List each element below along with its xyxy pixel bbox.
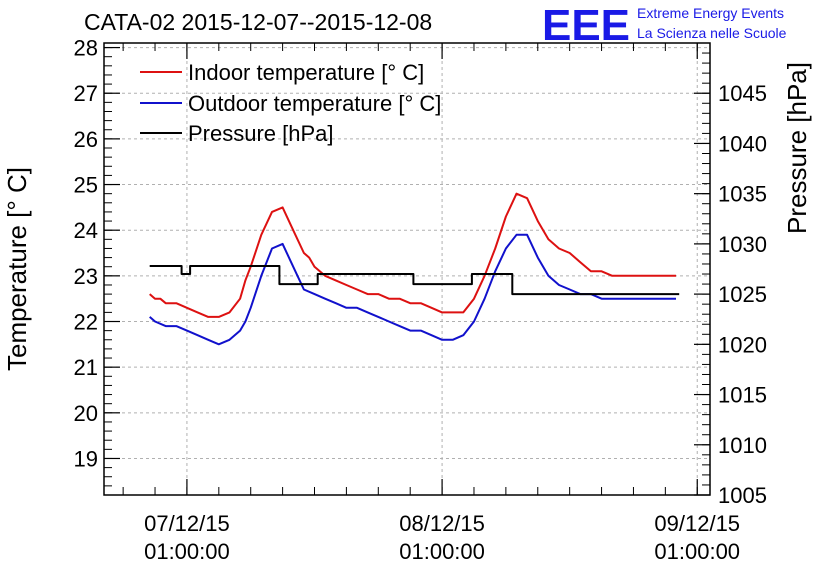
y-axis-label: Temperature [° C] xyxy=(2,167,32,371)
chart-title: CATA-02 2015-12-07--2015-12-08 xyxy=(84,9,432,35)
y2-tick-label: 1040 xyxy=(718,131,767,156)
logo-line2: La Scienza nelle Scuole xyxy=(637,25,787,41)
y-tick-label: 28 xyxy=(74,36,98,61)
pressure-line xyxy=(149,265,680,296)
x-tick-label-time: 01:00:00 xyxy=(654,539,740,564)
logo-line1: Extreme Energy Events xyxy=(637,5,784,21)
y2-tick-label: 1025 xyxy=(718,282,767,307)
series-lines xyxy=(149,192,680,346)
y-tick-label: 21 xyxy=(74,355,98,380)
y-tick-label: 25 xyxy=(74,173,98,198)
outdoor-temperature-line xyxy=(149,233,676,346)
x-tick-label-date: 07/12/15 xyxy=(144,511,230,536)
y2-tick-label: 1015 xyxy=(718,383,767,408)
x-tick-label-time: 01:00:00 xyxy=(144,539,230,564)
legend-label-outdoor: Outdoor temperature [° C] xyxy=(188,91,441,116)
y2-tick-label: 1035 xyxy=(718,182,767,207)
legend-label-indoor: Indoor temperature [° C] xyxy=(188,60,424,85)
y-tick-label: 20 xyxy=(74,401,98,426)
x-tick-label-date: 08/12/15 xyxy=(399,511,485,536)
indoor-temperature-line xyxy=(149,192,676,318)
y-tick-label: 24 xyxy=(74,218,98,243)
y-tick-label: 23 xyxy=(74,264,98,289)
y2-axis-label: Pressure [hPa] xyxy=(782,62,812,234)
logo-mark: EEE xyxy=(542,1,630,50)
grid xyxy=(104,43,710,495)
y2-tick-label: 1030 xyxy=(718,232,767,257)
y2-tick-label: 1020 xyxy=(718,332,767,357)
x-tick-label-time: 01:00:00 xyxy=(399,539,485,564)
y-tick-label: 26 xyxy=(74,127,98,152)
plot-frame xyxy=(103,42,711,496)
eee-logo: EEE Extreme Energy Events La Scienza nel… xyxy=(542,1,787,50)
y2-tick-label: 1045 xyxy=(718,81,767,106)
x-tick-label-date: 09/12/15 xyxy=(654,511,740,536)
y2-tick-label: 1010 xyxy=(718,433,767,458)
y2-tick-label: 1005 xyxy=(718,483,767,508)
legend: Indoor temperature [° C] Outdoor tempera… xyxy=(140,60,441,146)
y-tick-label: 19 xyxy=(74,446,98,471)
axes: 19 20 21 22 23 24 25 26 27 28 1005 1010 1015 1020 1025… xyxy=(74,36,767,564)
y-tick-label: 22 xyxy=(74,310,98,335)
legend-label-pressure: Pressure [hPa] xyxy=(188,121,334,146)
y-tick-label: 27 xyxy=(74,81,98,106)
